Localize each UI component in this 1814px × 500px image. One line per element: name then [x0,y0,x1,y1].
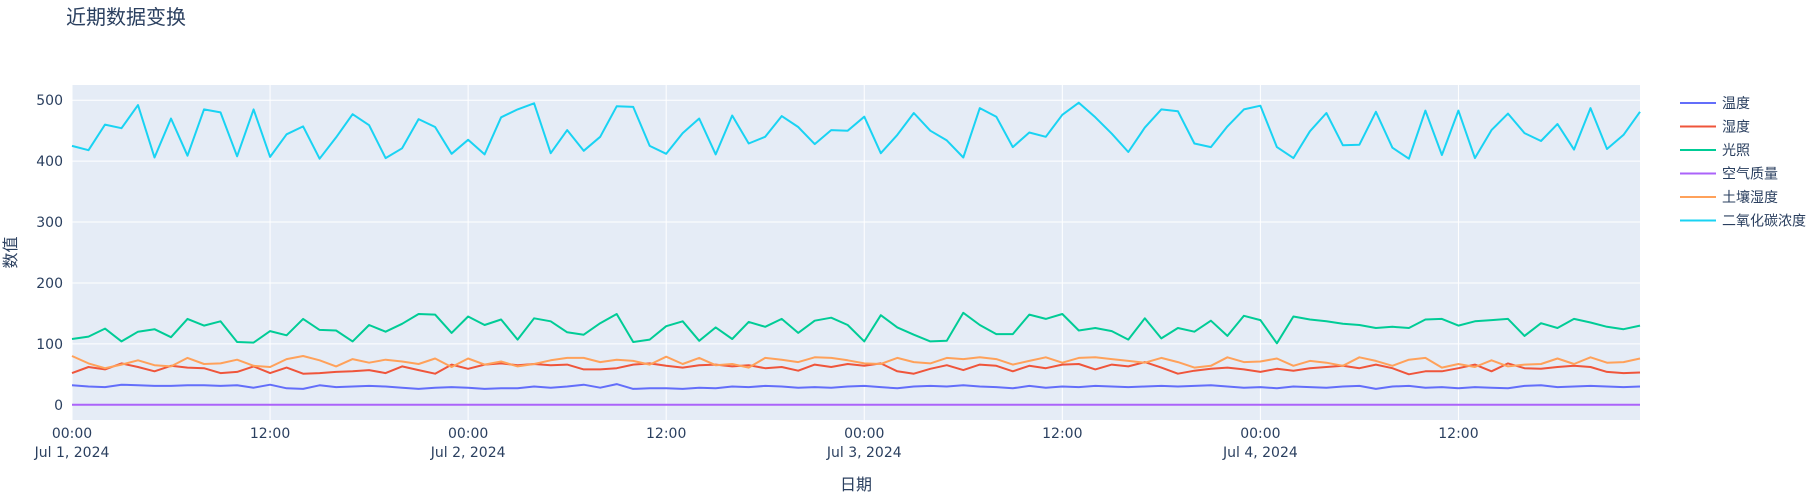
legend-item[interactable]: 温度 [1680,96,1750,112]
y-axis-ticks: 0 100 200 300 400 500 [36,93,63,414]
x-tick-label: 12:00 [250,426,290,442]
y-tick-label: 200 [36,276,63,292]
x-tick-label: 12:00 [646,426,686,442]
legend-label: 二氧化碳浓度 [1722,214,1806,230]
x-tick-date-label: Jul 1, 2024 [34,445,110,461]
x-tick-date-label: Jul 3, 2024 [826,445,902,461]
legend-label: 土壤湿度 [1722,189,1778,206]
series-lines [71,101,1641,406]
y-axis-title: 数值 [1,236,20,268]
series-line-5 [71,101,1641,160]
y-tick-label: 500 [36,93,63,109]
legend-item[interactable]: 二氧化碳浓度 [1680,214,1806,230]
legend-label: 湿度 [1722,120,1750,136]
x-tick-label: 12:00 [1438,426,1478,442]
x-axis-ticks: 00:00 Jul 1, 2024 12:00 00:00 Jul 2, 2024 12:… [34,426,1479,461]
x-tick-date-label: Jul 4, 2024 [1222,445,1298,461]
series-line-0 [71,383,1641,390]
series-line-2 [71,311,1641,345]
y-tick-label: 100 [36,337,63,353]
legend-item[interactable]: 空气质量 [1680,167,1778,183]
x-tick-label: 00:00 [844,426,884,442]
y-tick-label: 0 [54,398,63,414]
y-tick-label: 400 [36,154,63,170]
x-axis-title: 日期 [840,475,872,494]
x-tick-label: 00:00 [448,426,488,442]
x-tick-date-label: Jul 2, 2024 [430,445,506,461]
legend-label: 光照 [1722,143,1750,159]
legend-item[interactable]: 光照 [1680,143,1750,159]
y-tick-label: 300 [36,215,63,231]
x-tick-label: 00:00 [52,426,92,442]
legend-label: 空气质量 [1722,167,1778,183]
series-line-1 [71,361,1641,376]
legend-item[interactable]: 湿度 [1680,120,1750,136]
legend-label: 温度 [1722,96,1750,112]
x-tick-label: 00:00 [1240,426,1280,442]
series-line-4 [71,355,1641,370]
legend-item[interactable]: 土壤湿度 [1680,189,1778,206]
x-tick-label: 12:00 [1042,426,1082,442]
chart-title: 近期数据变换 [66,5,186,29]
